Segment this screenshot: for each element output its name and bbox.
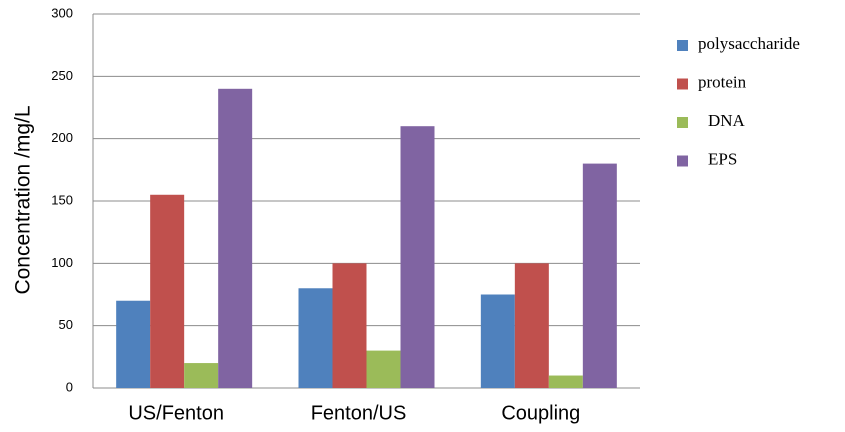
y-tick-label: 200 [51, 130, 73, 145]
y-axis-label: Concentration /mg/L [12, 105, 35, 294]
y-tick-label: 0 [66, 379, 73, 394]
legend-swatch [677, 155, 688, 167]
bar [184, 363, 219, 388]
legend-swatch [677, 78, 688, 90]
bar [366, 350, 401, 388]
bar [150, 194, 185, 388]
bar [480, 294, 515, 388]
y-tick-label: 300 [51, 5, 73, 20]
legend-swatch [677, 117, 688, 128]
y-tick-label: 50 [59, 317, 73, 332]
x-tick-label: Fenton/US [311, 402, 407, 424]
y-tick-label: 100 [51, 255, 73, 270]
bar [400, 126, 435, 388]
bar [548, 375, 583, 388]
legend-label: protein [698, 72, 747, 91]
bar [582, 163, 617, 388]
legend-label: polysaccharide [698, 34, 800, 53]
legend-swatch [677, 40, 688, 51]
bar [514, 263, 549, 388]
bar [332, 263, 367, 388]
bar [218, 88, 253, 389]
bar [298, 288, 333, 388]
x-tick-label: Coupling [501, 402, 580, 424]
legend-label: DNA [708, 111, 746, 130]
y-tick-label: 250 [51, 68, 73, 83]
y-tick-label: 150 [51, 192, 73, 207]
bar [116, 300, 151, 388]
legend-label: EPS [708, 149, 737, 168]
x-tick-label: US/Fenton [128, 402, 224, 424]
